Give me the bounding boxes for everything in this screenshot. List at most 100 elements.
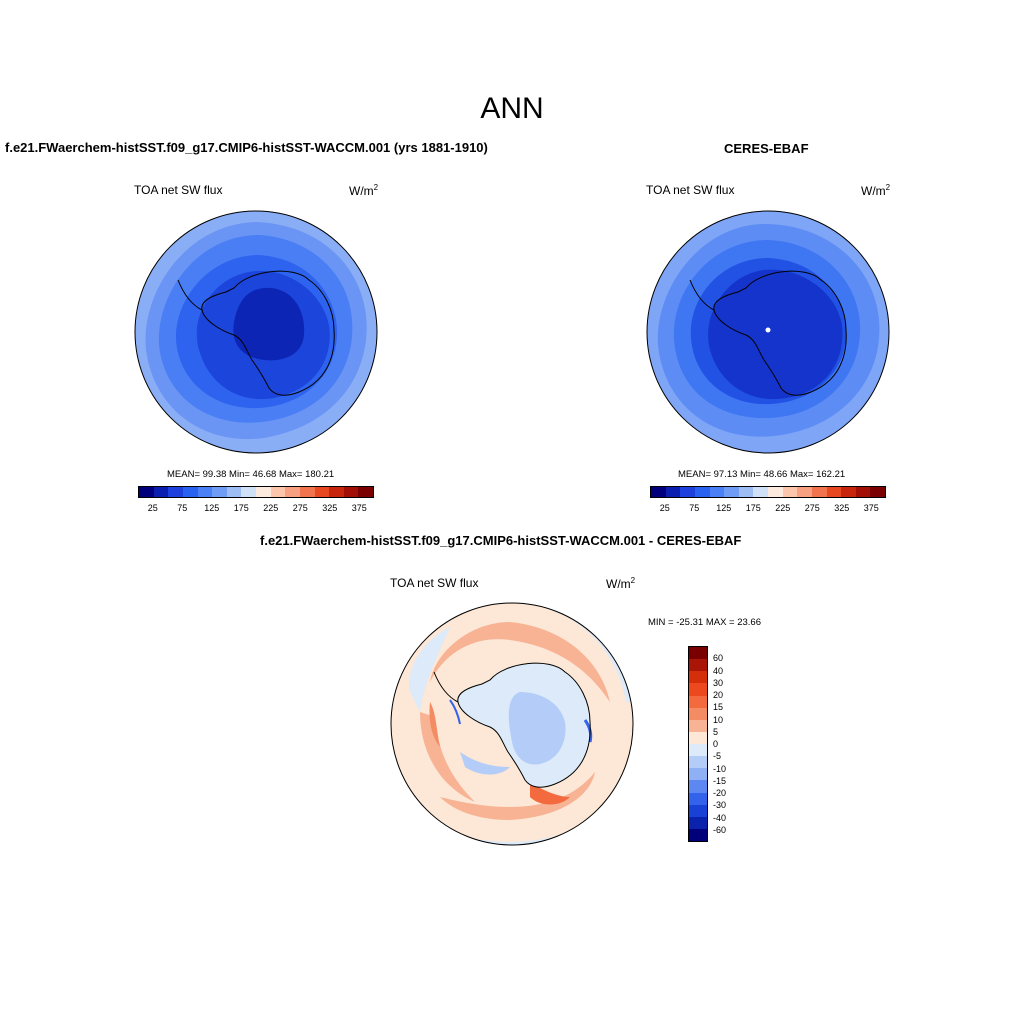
panel3-peninsula-coastline	[433, 671, 459, 703]
colorbar-tick-label: -15	[713, 775, 727, 786]
colorbar-swatch	[855, 487, 871, 497]
colorbar-swatch	[168, 487, 183, 497]
colorbar-swatch	[689, 659, 707, 672]
colorbar-swatch	[709, 487, 725, 497]
colorbar-tick-label: 15	[713, 702, 724, 713]
panel1-var-label: TOA net SW flux	[134, 183, 223, 197]
panel2-stats: MEAN= 97.13 Min= 48.66 Max= 162.21	[678, 469, 846, 480]
colorbar-tick-label: 325	[322, 503, 338, 513]
colorbar-tick-label: -5	[713, 751, 722, 762]
colorbar-swatch	[768, 487, 783, 497]
colorbar-swatch	[139, 487, 154, 497]
colorbar-swatch	[870, 487, 885, 497]
panel3-stats: MIN = -25.31 MAX = 23.66	[648, 617, 762, 628]
colorbar-tick-label: -10	[713, 763, 727, 774]
colorbar-tick-label: 75	[689, 503, 700, 513]
colorbar-swatch	[182, 487, 198, 497]
colorbar-swatch	[724, 487, 739, 497]
colorbar-swatch	[314, 487, 330, 497]
colorbar-swatch	[689, 707, 707, 720]
colorbar-swatch	[782, 487, 798, 497]
page-title: ANN	[480, 92, 544, 125]
colorbar-tick-label: 175	[233, 503, 249, 513]
panel2-colorbar	[650, 486, 886, 498]
colorbar-tick-label: -20	[713, 788, 727, 798]
colorbar-swatch	[826, 487, 842, 497]
colorbar-swatch	[689, 792, 707, 805]
panel1-stats: MEAN= 99.38 Min= 46.68 Max= 180.21	[167, 469, 335, 480]
colorbar-swatch	[689, 804, 707, 817]
panel2-antarctica-coastline	[713, 270, 847, 396]
panel2-peninsula-coastline	[689, 279, 715, 311]
colorbar-swatch	[212, 487, 227, 497]
colorbar-tick-label: 275	[804, 503, 820, 513]
colorbar-tick-label: 25	[659, 503, 670, 513]
colorbar-swatch	[689, 828, 707, 841]
colorbar-swatch	[694, 487, 710, 497]
colorbar-tick-label: 275	[292, 503, 308, 513]
panel1-title: f.e21.FWaerchem-histSST.f09_g17.CMIP6-hi…	[5, 140, 488, 155]
colorbar-tick-label: 5	[713, 726, 719, 737]
panel3-var-label: TOA net SW flux	[390, 576, 479, 590]
colorbar-tick-label: -30	[713, 800, 727, 811]
colorbar-tick-label: 225	[775, 503, 791, 513]
colorbar-tick-label: 40	[713, 665, 724, 676]
colorbar-swatch	[680, 487, 695, 497]
colorbar-tick-label: -40	[713, 812, 727, 823]
colorbar-swatch	[689, 744, 707, 757]
colorbar-swatch	[689, 695, 707, 708]
colorbar-tick-label: 325	[834, 503, 850, 513]
colorbar-swatch	[689, 780, 707, 793]
colorbar-swatch	[689, 647, 707, 660]
panel1-colorbar	[138, 486, 374, 498]
colorbar-tick-label: 375	[351, 503, 367, 513]
panel1-polar-map	[134, 210, 378, 454]
colorbar-swatch	[241, 487, 256, 497]
colorbar-swatch	[689, 768, 707, 781]
panel3-title: f.e21.FWaerchem-histSST.f09_g17.CMIP6-hi…	[260, 533, 742, 548]
colorbar-tick-label: 30	[713, 677, 724, 688]
colorbar-swatch	[358, 487, 373, 497]
colorbar-swatch	[153, 487, 169, 497]
colorbar-tick-label: 125	[716, 503, 732, 513]
colorbar-tick-label: 175	[745, 503, 761, 513]
colorbar-swatch	[256, 487, 271, 497]
panel3-units: W/m2	[606, 576, 636, 591]
panel2-units: W/m2	[861, 183, 891, 198]
panel3-colorbar	[688, 646, 708, 842]
panel2-pole-marker	[765, 327, 771, 333]
colorbar-swatch	[689, 731, 707, 744]
panel2-polar-map	[646, 210, 890, 454]
colorbar-swatch	[841, 487, 856, 497]
panel1-peninsula-coastline	[177, 279, 203, 311]
colorbar-swatch	[689, 671, 707, 684]
colorbar-swatch	[738, 487, 754, 497]
colorbar-swatch	[197, 487, 213, 497]
colorbar-swatch	[689, 719, 707, 732]
colorbar-swatch	[797, 487, 812, 497]
colorbar-swatch	[329, 487, 344, 497]
colorbar-swatch	[811, 487, 827, 497]
panel3-antarctica-coastline	[457, 662, 591, 788]
colorbar-swatch	[285, 487, 300, 497]
colorbar-swatch	[689, 816, 707, 829]
colorbar-tick-label: 125	[204, 503, 220, 513]
colorbar-swatch	[270, 487, 286, 497]
colorbar-swatch	[753, 487, 768, 497]
colorbar-tick-label: 10	[713, 714, 724, 725]
colorbar-swatch	[689, 683, 707, 696]
panel2-var-label: TOA net SW flux	[646, 183, 735, 197]
panel2-title: CERES-EBAF	[724, 141, 809, 156]
colorbar-tick-label: 25	[147, 503, 158, 513]
colorbar-swatch	[343, 487, 359, 497]
colorbar-tick-label: 60	[713, 653, 724, 664]
colorbar-tick-label: 20	[713, 690, 724, 700]
colorbar-tick-label: 0	[713, 739, 719, 749]
colorbar-swatch	[651, 487, 666, 497]
panel1-antarctica-coastline	[201, 270, 335, 396]
panel1-units: W/m2	[349, 183, 379, 198]
colorbar-swatch	[665, 487, 681, 497]
colorbar-swatch	[299, 487, 315, 497]
colorbar-swatch	[226, 487, 242, 497]
panel3-polar-map	[390, 602, 634, 846]
